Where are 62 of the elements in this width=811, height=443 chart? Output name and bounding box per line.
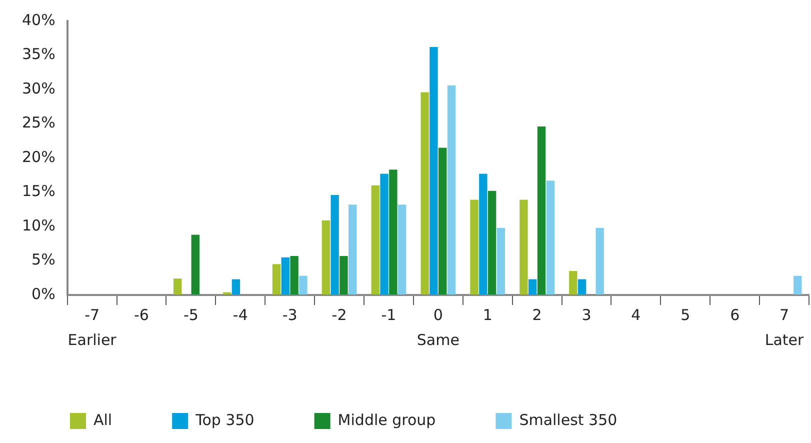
bar	[470, 200, 478, 294]
y-tick-label: 20%	[22, 148, 56, 166]
bar	[794, 276, 802, 294]
x-tick-label: -6	[134, 306, 149, 324]
bar	[174, 278, 182, 294]
bar	[438, 148, 447, 294]
legend-label: Smallest 350	[519, 410, 618, 429]
bar	[389, 170, 398, 294]
x-tick-label: 2	[532, 306, 542, 324]
bar	[578, 279, 586, 294]
bar	[272, 264, 281, 294]
y-tick-label: 35%	[22, 45, 56, 64]
bar	[537, 126, 546, 294]
bar	[371, 185, 380, 294]
bar	[380, 174, 388, 294]
x-tick-label: -5	[183, 306, 198, 324]
text: Later	[764, 330, 805, 349]
y-tick-label: 10%	[22, 216, 56, 234]
x-tick-label: 4	[631, 306, 641, 324]
bar	[290, 256, 298, 294]
y-tick-label: 30%	[22, 79, 56, 98]
text: Same	[416, 330, 460, 349]
x-tick-label: 3	[582, 306, 592, 324]
legend-label: Top 350	[194, 410, 254, 429]
y-tick-label: 40%	[22, 10, 56, 29]
bar	[322, 220, 330, 294]
x-tick-label: -2	[332, 306, 347, 324]
bar	[447, 85, 456, 294]
bar	[496, 228, 506, 294]
legend-label: All	[94, 410, 112, 429]
bar	[420, 92, 429, 294]
bar	[488, 190, 496, 294]
bar	[430, 47, 438, 294]
bar	[596, 228, 604, 294]
bar	[348, 204, 357, 294]
x-tick-label: 5	[680, 306, 690, 324]
y-tick-label: 25%	[22, 114, 56, 132]
x-tick-label: -1	[381, 306, 396, 324]
x-tick-label: -4	[232, 306, 248, 324]
bar	[479, 174, 488, 294]
text: Earlier	[68, 330, 118, 349]
bar	[299, 276, 308, 294]
y-tick-label: 0%	[32, 284, 56, 303]
x-tick-label: -7	[84, 306, 100, 324]
bar	[569, 271, 578, 294]
bar	[398, 204, 406, 294]
x-tick-label: 0	[433, 306, 443, 324]
bar	[520, 200, 528, 294]
y-tick-label: 15%	[22, 182, 56, 200]
x-tick-label: 1	[482, 306, 492, 324]
bar	[330, 194, 339, 294]
x-tick-label: -3	[282, 306, 298, 324]
legend-label: Middle group	[338, 410, 436, 429]
x-tick-label: 7	[780, 306, 790, 324]
bar	[281, 257, 290, 294]
bar	[191, 234, 200, 294]
bar	[546, 180, 554, 294]
bar	[232, 279, 240, 294]
y-tick-label: 5%	[32, 250, 56, 269]
x-tick-label: 6	[730, 306, 740, 324]
bar	[528, 279, 537, 294]
bar	[340, 256, 348, 294]
